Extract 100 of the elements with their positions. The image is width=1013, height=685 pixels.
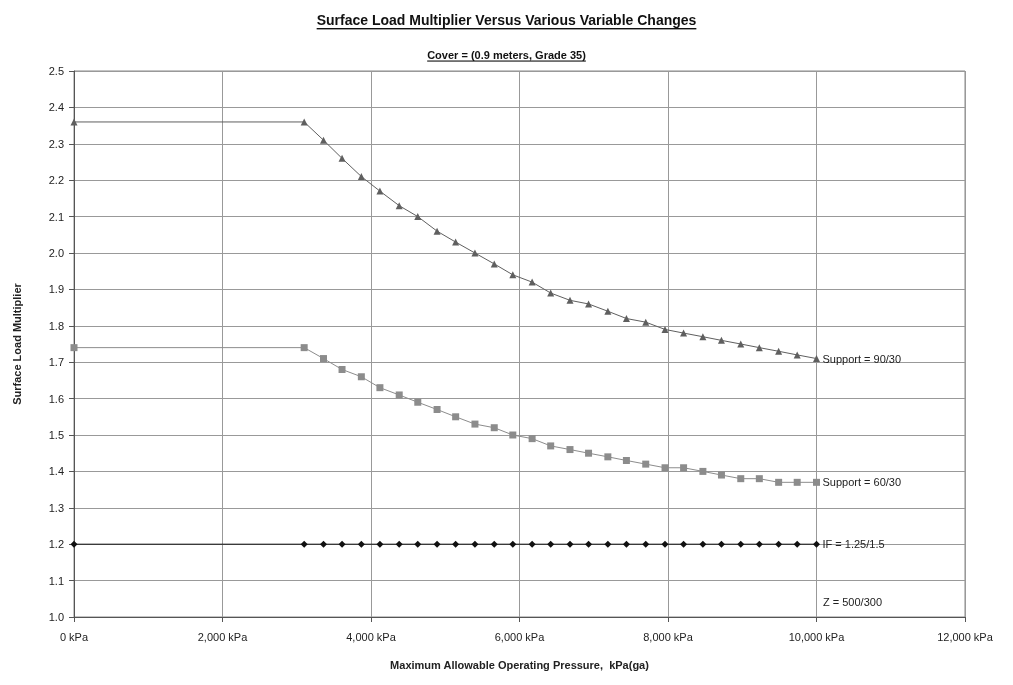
point: [661, 464, 669, 472]
point: [528, 278, 536, 286]
point: [585, 449, 593, 457]
point: [566, 446, 574, 454]
x-tick-label: 10,000 kPa: [788, 630, 846, 643]
point: [622, 540, 630, 548]
point: [642, 460, 650, 468]
point: [528, 435, 536, 443]
series-label: Support = 90/30: [822, 352, 902, 365]
point: [528, 540, 536, 548]
point: [680, 464, 688, 472]
point: [433, 227, 441, 235]
point: [642, 540, 650, 548]
point: [717, 471, 725, 479]
y-tick-label: 1.9: [48, 283, 64, 296]
point: [70, 540, 78, 548]
point: [433, 406, 441, 414]
point: [737, 340, 745, 348]
y-tick-label: 1.6: [48, 392, 64, 405]
point: [566, 296, 574, 304]
point: [395, 540, 403, 548]
point: [338, 540, 346, 548]
point: [338, 365, 346, 373]
point: [699, 540, 707, 548]
point: [414, 540, 422, 548]
y-tick-label: 1.5: [48, 429, 64, 441]
point: [793, 478, 801, 486]
point: [680, 329, 688, 337]
point: [775, 478, 783, 486]
point: [357, 173, 365, 181]
point: [376, 384, 384, 392]
chart-subtitle: Cover = (0.9 meters, Grade 35): [427, 48, 587, 61]
point: [604, 453, 612, 461]
point: [813, 355, 820, 363]
chart-title: Surface Load Multiplier Versus Various Variable Changes: [316, 12, 697, 28]
point: [661, 540, 669, 548]
point: [395, 391, 403, 399]
y-tick-label: 2.2: [48, 174, 64, 187]
point: [793, 540, 801, 548]
y-tick-label: 1.8: [48, 319, 64, 332]
point: [376, 187, 384, 195]
y-tick-label: 1.7: [48, 356, 64, 369]
point: [70, 344, 78, 352]
point: [338, 154, 346, 162]
point: [737, 475, 745, 483]
point: [300, 540, 308, 548]
x-axis-title: Maximum Allowable Operating Pressure, kPa(ga): [390, 658, 650, 671]
annotation: Z = 500/300: [823, 595, 883, 608]
y-tick-label: 2.0: [48, 247, 64, 259]
point: [737, 540, 745, 548]
point: [471, 540, 479, 548]
point: [509, 540, 517, 548]
point: [357, 373, 365, 381]
point: [717, 540, 725, 548]
point: [699, 467, 707, 475]
y-tick-label: 2.1: [48, 210, 64, 223]
point: [604, 540, 612, 548]
point: [490, 424, 498, 432]
series-label: Support = 60/30: [822, 476, 902, 489]
y-tick-label: 1.0: [48, 611, 64, 623]
point: [661, 325, 669, 333]
point: [755, 540, 763, 548]
point: [604, 307, 612, 315]
x-tick-label: 6,000 kPa: [494, 630, 546, 643]
series-label: IF = 1.25/1.5: [822, 538, 885, 551]
point: [813, 540, 820, 548]
x-tick-label: 2,000 kPa: [197, 630, 249, 643]
x-tick-label: 0 kPa: [59, 630, 89, 643]
point: [622, 315, 630, 323]
x-tick-label: 12,000 kPa: [937, 630, 994, 643]
point: [775, 540, 783, 548]
x-tick-label: 4,000 kPa: [346, 630, 397, 643]
point: [566, 540, 574, 548]
point: [813, 478, 820, 486]
point: [414, 398, 422, 406]
point: [717, 336, 725, 344]
point: [452, 540, 460, 548]
point: [642, 318, 650, 326]
point: [319, 355, 327, 363]
point: [775, 347, 783, 355]
point: [452, 238, 460, 246]
point: [755, 475, 763, 483]
point: [755, 344, 763, 352]
y-tick-label: 2.4: [48, 101, 64, 114]
point: [70, 118, 78, 126]
y-tick-label: 1.4: [48, 465, 64, 478]
point: [547, 442, 555, 450]
point: [680, 540, 688, 548]
y-tick-label: 1.3: [48, 501, 64, 514]
point: [585, 540, 593, 548]
y-axis-title: Surface Load Multiplier: [10, 282, 23, 405]
point: [433, 540, 441, 548]
point: [357, 540, 365, 548]
point: [699, 333, 707, 341]
point: [509, 431, 517, 439]
x-tick-label: 8,000 kPa: [643, 630, 694, 643]
y-tick-label: 1.1: [48, 574, 64, 587]
y-tick-label: 1.2: [48, 538, 64, 551]
y-tick-label: 2.3: [48, 137, 64, 150]
point: [490, 540, 498, 548]
